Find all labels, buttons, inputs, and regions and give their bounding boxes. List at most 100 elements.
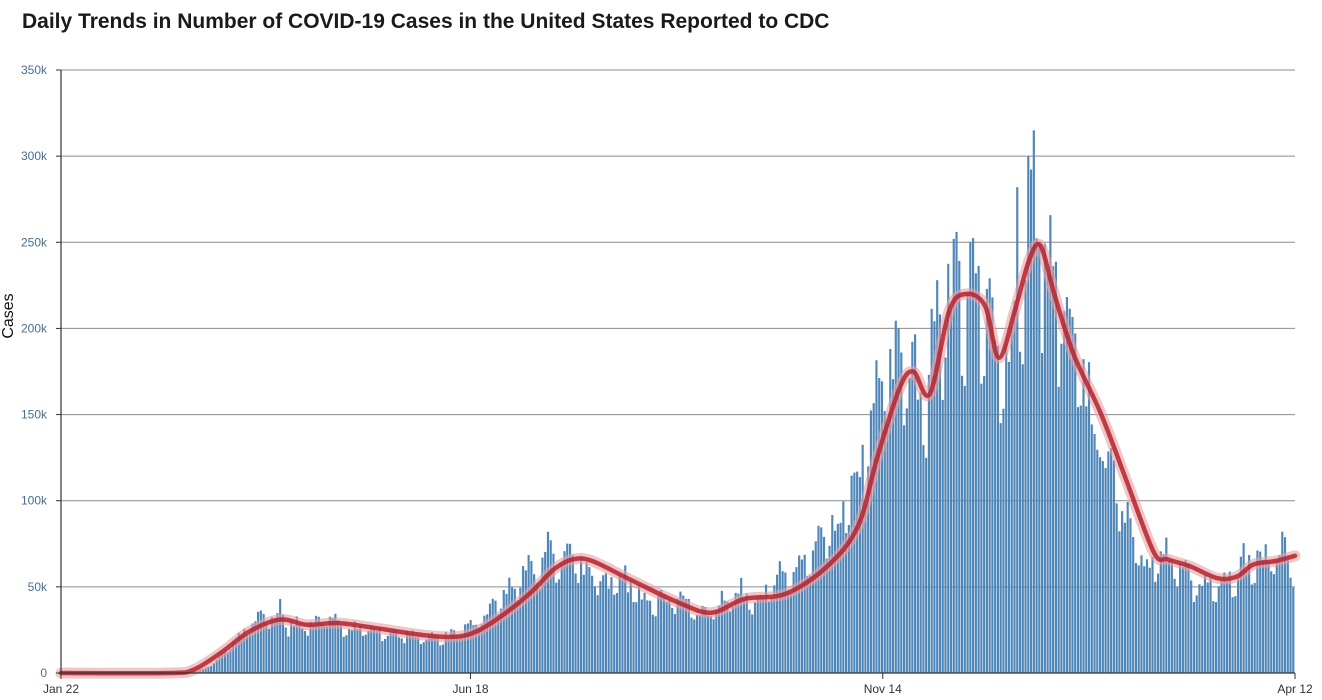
daily-bar bbox=[257, 611, 260, 673]
daily-bar bbox=[1087, 362, 1091, 673]
daily-bar bbox=[922, 445, 925, 673]
y-tick-label: 50k bbox=[28, 580, 48, 594]
daily-bar bbox=[1195, 595, 1198, 673]
daily-bar bbox=[240, 635, 243, 673]
daily-bar bbox=[472, 625, 475, 673]
daily-bar bbox=[795, 567, 798, 673]
daily-bar bbox=[983, 376, 986, 673]
daily-bar bbox=[1234, 596, 1237, 673]
daily-bar bbox=[1082, 359, 1085, 673]
daily-bar bbox=[546, 531, 550, 673]
daily-bar bbox=[1275, 560, 1278, 673]
daily-bar bbox=[510, 587, 514, 673]
daily-bar bbox=[773, 585, 776, 673]
daily-bar bbox=[533, 574, 536, 673]
daily-bar bbox=[624, 565, 627, 673]
daily-bar bbox=[522, 566, 525, 673]
y-tick-label: 150k bbox=[21, 408, 48, 422]
daily-bar bbox=[541, 557, 544, 673]
daily-bar bbox=[776, 574, 779, 673]
daily-bar bbox=[927, 374, 930, 673]
daily-bar bbox=[740, 577, 743, 673]
daily-bar bbox=[618, 575, 621, 673]
daily-bar bbox=[1151, 556, 1154, 673]
daily-bar bbox=[831, 515, 834, 673]
daily-bar bbox=[207, 666, 210, 673]
daily-bar bbox=[1029, 169, 1033, 673]
daily-bar bbox=[800, 559, 804, 673]
daily-bar bbox=[1054, 261, 1057, 673]
daily-bar bbox=[1013, 300, 1016, 673]
daily-bar bbox=[963, 386, 966, 673]
daily-bar bbox=[417, 637, 420, 673]
daily-bar bbox=[646, 600, 649, 673]
daily-bar bbox=[591, 575, 594, 673]
daily-bar bbox=[425, 639, 428, 673]
daily-bar bbox=[259, 610, 262, 673]
daily-bar bbox=[847, 525, 850, 673]
daily-bar bbox=[969, 242, 972, 674]
daily-bar bbox=[1090, 424, 1093, 673]
daily-bar bbox=[1112, 460, 1115, 673]
daily-bars bbox=[130, 130, 1295, 674]
daily-bar bbox=[809, 575, 812, 673]
daily-bar bbox=[839, 522, 842, 673]
daily-bar bbox=[706, 615, 710, 673]
daily-bar bbox=[1198, 584, 1201, 673]
daily-bar bbox=[933, 321, 936, 673]
daily-bar bbox=[916, 399, 919, 673]
daily-bar bbox=[996, 345, 1000, 673]
gridlines bbox=[61, 69, 1295, 588]
daily-bar bbox=[411, 630, 414, 673]
daily-bar bbox=[455, 636, 458, 673]
daily-bar bbox=[1005, 343, 1008, 673]
daily-bar bbox=[428, 634, 431, 673]
daily-bar bbox=[789, 593, 792, 673]
daily-bar bbox=[784, 572, 787, 673]
daily-bar bbox=[223, 649, 227, 673]
daily-bar bbox=[822, 536, 826, 673]
daily-bar bbox=[880, 381, 884, 673]
daily-bar bbox=[1071, 317, 1074, 673]
daily-bar bbox=[1038, 242, 1041, 674]
daily-bar bbox=[1143, 566, 1146, 673]
daily-bar bbox=[221, 652, 224, 673]
daily-bar bbox=[229, 648, 232, 673]
daily-bar bbox=[891, 379, 895, 673]
daily-bar bbox=[488, 603, 492, 673]
daily-bar bbox=[952, 238, 955, 673]
daily-bar bbox=[905, 408, 908, 673]
daily-bar bbox=[1035, 238, 1038, 673]
daily-bar bbox=[1132, 537, 1135, 673]
daily-bar bbox=[276, 613, 279, 673]
daily-bar bbox=[814, 541, 817, 673]
daily-bar bbox=[676, 598, 679, 673]
daily-bar bbox=[397, 637, 400, 673]
daily-bar bbox=[615, 593, 619, 673]
daily-bar bbox=[1170, 560, 1173, 673]
daily-bar bbox=[778, 561, 781, 673]
daily-bar bbox=[869, 410, 873, 673]
daily-bar bbox=[535, 582, 538, 673]
daily-bar bbox=[720, 590, 723, 673]
x-tick-label: Nov 14 bbox=[864, 682, 902, 696]
daily-bar bbox=[1203, 574, 1207, 673]
daily-bar bbox=[787, 590, 790, 673]
daily-bar bbox=[867, 466, 870, 673]
daily-bar bbox=[718, 605, 721, 673]
daily-bar bbox=[1104, 467, 1107, 673]
daily-bar bbox=[1060, 343, 1063, 673]
daily-bar bbox=[698, 615, 701, 673]
daily-bar bbox=[1267, 561, 1270, 673]
daily-bar bbox=[936, 280, 939, 673]
daily-bar bbox=[955, 231, 958, 673]
daily-bar bbox=[254, 621, 257, 673]
daily-bar bbox=[475, 624, 478, 673]
daily-bar bbox=[395, 630, 398, 673]
daily-bar bbox=[610, 577, 613, 673]
daily-bar bbox=[383, 638, 387, 673]
daily-bar bbox=[944, 357, 947, 673]
daily-bar bbox=[894, 320, 897, 673]
daily-bar bbox=[1250, 584, 1253, 673]
